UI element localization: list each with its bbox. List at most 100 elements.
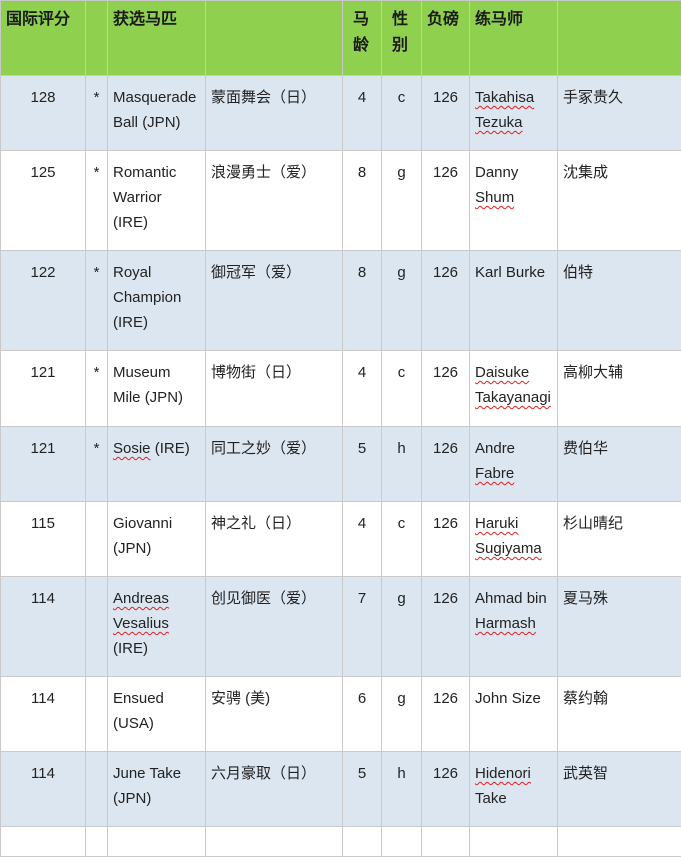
trainer-cn-cell: 夏马殊	[558, 577, 681, 677]
word: (JPN)	[142, 114, 180, 131]
rating-cell: 121	[1, 351, 86, 427]
word: Karl	[475, 264, 502, 281]
word: Ball	[113, 114, 138, 131]
mark-cell: *	[86, 151, 108, 251]
word: Champion	[113, 289, 181, 306]
word: (JPN)	[145, 389, 183, 406]
word: (IRE)	[113, 314, 148, 331]
mark-cell: *	[86, 427, 108, 502]
sex-cell: g	[382, 577, 422, 677]
sex-cell: g	[382, 251, 422, 351]
misspelled-word: Takayanagi	[475, 389, 551, 406]
empty-cell	[422, 827, 470, 857]
word: John	[475, 690, 508, 707]
word: Size	[512, 690, 541, 707]
word: (IRE)	[113, 214, 148, 231]
weight-cell: 126	[422, 76, 470, 151]
header-trainer: 练马师	[470, 1, 558, 76]
age-cell: 7	[343, 577, 382, 677]
horse-name-cn-cell: 神之礼（日）	[206, 502, 343, 577]
empty-cell	[558, 827, 681, 857]
weight-cell: 126	[422, 351, 470, 427]
weight-cell: 126	[422, 752, 470, 827]
horse-name-cell: Sosie (IRE)	[108, 427, 206, 502]
mark-cell	[86, 677, 108, 752]
empty-cell	[343, 827, 382, 857]
rating-cell: 125	[1, 151, 86, 251]
sex-cell: c	[382, 351, 422, 427]
rating-cell: 122	[1, 251, 86, 351]
rating-cell: 128	[1, 76, 86, 151]
mark-cell	[86, 577, 108, 677]
misspelled-word: Harmash	[475, 615, 536, 632]
empty-cell	[470, 827, 558, 857]
rating-cell: 114	[1, 752, 86, 827]
word: (USA)	[113, 715, 154, 732]
table-row-partial	[1, 827, 681, 857]
horse-name-cn-cell: 安骋 (美)	[206, 677, 343, 752]
trainer-cell: Haruki Sugiyama	[470, 502, 558, 577]
sex-cell: h	[382, 427, 422, 502]
weight-cell: 126	[422, 151, 470, 251]
rating-cell: 114	[1, 577, 86, 677]
weight-cell: 126	[422, 677, 470, 752]
age-cell: 8	[343, 251, 382, 351]
weight-cell: 126	[422, 427, 470, 502]
age-cell: 4	[343, 351, 382, 427]
horse-name-cn-cell: 御冠军（爱）	[206, 251, 343, 351]
header-horse: 获选马匹	[108, 1, 206, 76]
sex-cell: c	[382, 502, 422, 577]
misspelled-word: Daisuke	[475, 364, 529, 381]
horse-name-cell: Romantic Warrior (IRE)	[108, 151, 206, 251]
header-trainer-cn	[558, 1, 681, 76]
misspelled-word: Takahisa	[475, 89, 534, 106]
misspelled-word: Sosie	[113, 440, 151, 457]
sex-cell: g	[382, 677, 422, 752]
header-weight: 负磅	[422, 1, 470, 76]
horse-name-cell: Museum Mile (JPN)	[108, 351, 206, 427]
word: (IRE)	[113, 640, 148, 657]
word: Museum	[113, 364, 171, 381]
horse-name-cell: Masquerade Ball (JPN)	[108, 76, 206, 151]
sex-cell: c	[382, 76, 422, 151]
misspelled-word: Tezuka	[475, 114, 523, 131]
empty-cell	[108, 827, 206, 857]
header-mark	[86, 1, 108, 76]
age-cell: 6	[343, 677, 382, 752]
horse-name-cn-cell: 同工之妙（爱）	[206, 427, 343, 502]
misspelled-word: Fabre	[475, 465, 514, 482]
empty-cell	[206, 827, 343, 857]
horse-name-cell: Andreas Vesalius (IRE)	[108, 577, 206, 677]
horse-name-cell: Giovanni (JPN)	[108, 502, 206, 577]
misspelled-word: Vesalius	[113, 615, 169, 632]
rating-cell: 121	[1, 427, 86, 502]
word: Danny	[475, 164, 518, 181]
weight-cell: 126	[422, 577, 470, 677]
header-row: 国际评分 获选马匹 马龄 性别 负磅 练马师	[1, 1, 681, 76]
horse-name-cn-cell: 浪漫勇士（爱）	[206, 151, 343, 251]
mark-cell	[86, 752, 108, 827]
word: bin	[527, 590, 547, 607]
word: Masquerade	[113, 89, 196, 106]
misspelled-word: Shum	[475, 189, 514, 206]
word: Giovanni	[113, 515, 172, 532]
trainer-cn-cell: 费伯华	[558, 427, 681, 502]
mark-cell	[86, 502, 108, 577]
age-cell: 5	[343, 427, 382, 502]
horse-name-cell: Royal Champion (IRE)	[108, 251, 206, 351]
rating-cell: 115	[1, 502, 86, 577]
age-cell: 4	[343, 76, 382, 151]
trainer-cn-cell: 武英智	[558, 752, 681, 827]
trainer-cn-cell: 杉山晴纪	[558, 502, 681, 577]
misspelled-word: Hidenori	[475, 765, 531, 782]
age-cell: 8	[343, 151, 382, 251]
word: Ahmad	[475, 590, 523, 607]
word: Warrior	[113, 189, 162, 206]
trainer-cell: John Size	[470, 677, 558, 752]
